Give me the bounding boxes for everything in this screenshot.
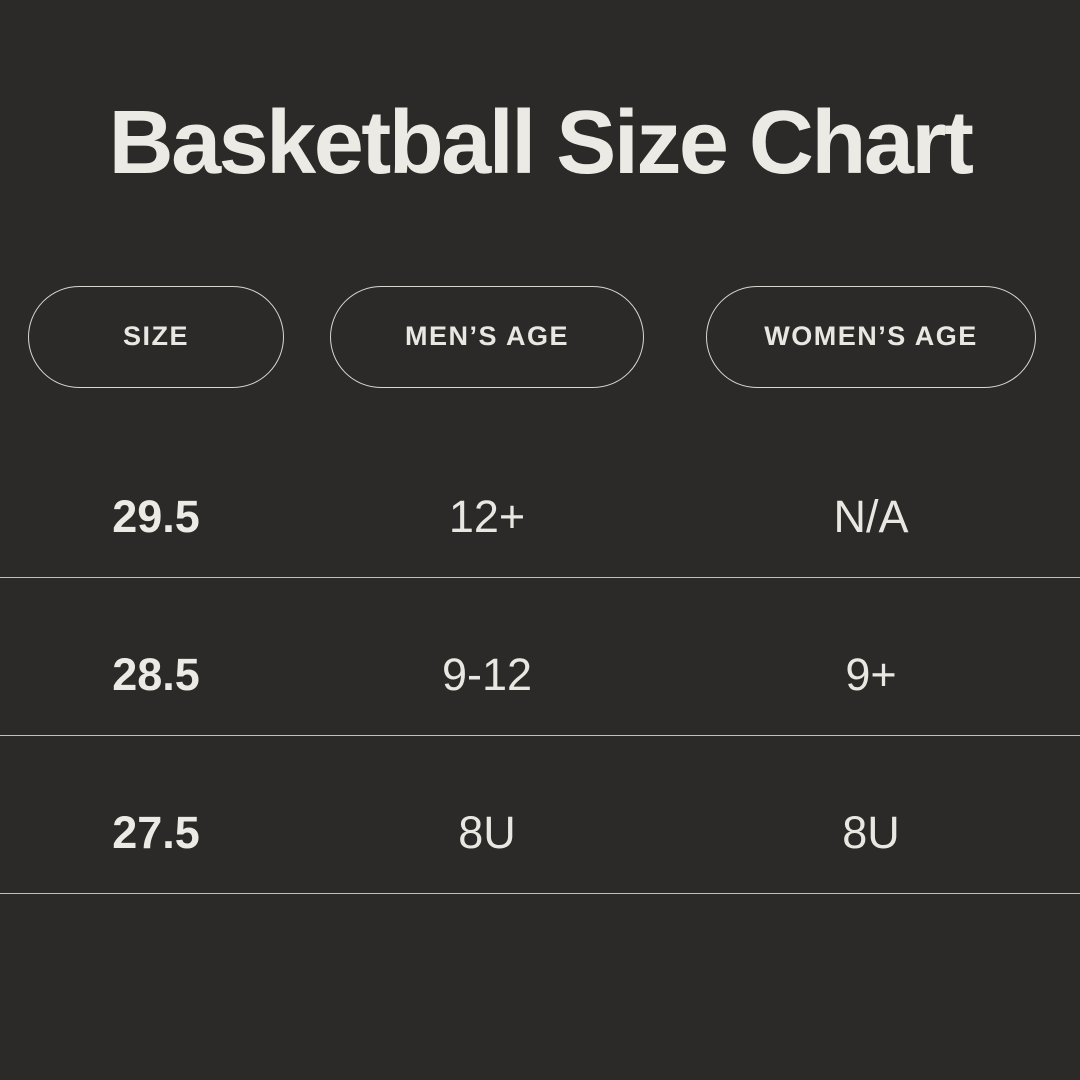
- header-cell-size: SIZE: [0, 285, 312, 388]
- table-row: 29.5 12+ N/A: [0, 420, 1080, 578]
- cell-womens-age: 9+: [845, 648, 897, 700]
- column-header-pill-size: SIZE: [28, 285, 284, 388]
- cell-mens-age: 8U: [458, 806, 516, 858]
- cell-womens-age: N/A: [833, 490, 909, 542]
- table-header-row: SIZE MEN’S AGE WOMEN’S AGE: [0, 285, 1080, 388]
- table-row: 28.5 9-12 9+: [0, 578, 1080, 736]
- column-header-label-mens-age: MEN’S AGE: [404, 321, 570, 351]
- cell-mens-age: 12+: [448, 490, 526, 542]
- cell-size: 29.5: [112, 490, 200, 542]
- cell-mens-age: 9-12: [441, 648, 533, 700]
- column-header-pill-mens-age: MEN’S AGE: [330, 285, 644, 388]
- header-cell-mens-age: MEN’S AGE: [312, 285, 662, 388]
- header-cell-womens-age: WOMEN’S AGE: [662, 285, 1080, 388]
- cell-size: 28.5: [112, 648, 200, 700]
- column-header-label-womens-age: WOMEN’S AGE: [764, 321, 978, 351]
- page-title: Basketball Size Chart: [108, 93, 974, 193]
- size-table: 29.5 12+ N/A 28.5 9-12 9+ 27.5 8U 8U: [0, 420, 1080, 894]
- column-header-pill-womens-age: WOMEN’S AGE: [706, 285, 1036, 388]
- cell-size: 27.5: [112, 806, 200, 858]
- column-header-label-size: SIZE: [122, 321, 189, 351]
- table-row: 27.5 8U 8U: [0, 736, 1080, 894]
- cell-womens-age: 8U: [842, 806, 900, 858]
